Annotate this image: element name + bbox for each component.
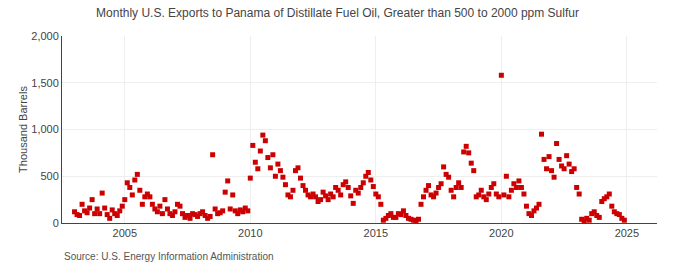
svg-text:2025: 2025 <box>615 227 639 239</box>
svg-text:2010: 2010 <box>238 227 262 239</box>
svg-text:Thousand Barrels: Thousand Barrels <box>17 86 29 173</box>
svg-text:2020: 2020 <box>489 227 513 239</box>
svg-text:1,000: 1,000 <box>31 123 59 135</box>
svg-text:Monthly U.S. Exports to Panama: Monthly U.S. Exports to Panama of Distil… <box>96 6 579 20</box>
svg-text:500: 500 <box>40 170 58 182</box>
svg-text:2005: 2005 <box>113 227 137 239</box>
svg-text:2015: 2015 <box>364 227 388 239</box>
svg-text:1,500: 1,500 <box>31 77 59 89</box>
svg-text:0: 0 <box>53 217 59 229</box>
svg-text:Source: U.S. Energy Informatio: Source: U.S. Energy Information Administ… <box>64 251 274 262</box>
svg-text:2,000: 2,000 <box>31 30 59 42</box>
